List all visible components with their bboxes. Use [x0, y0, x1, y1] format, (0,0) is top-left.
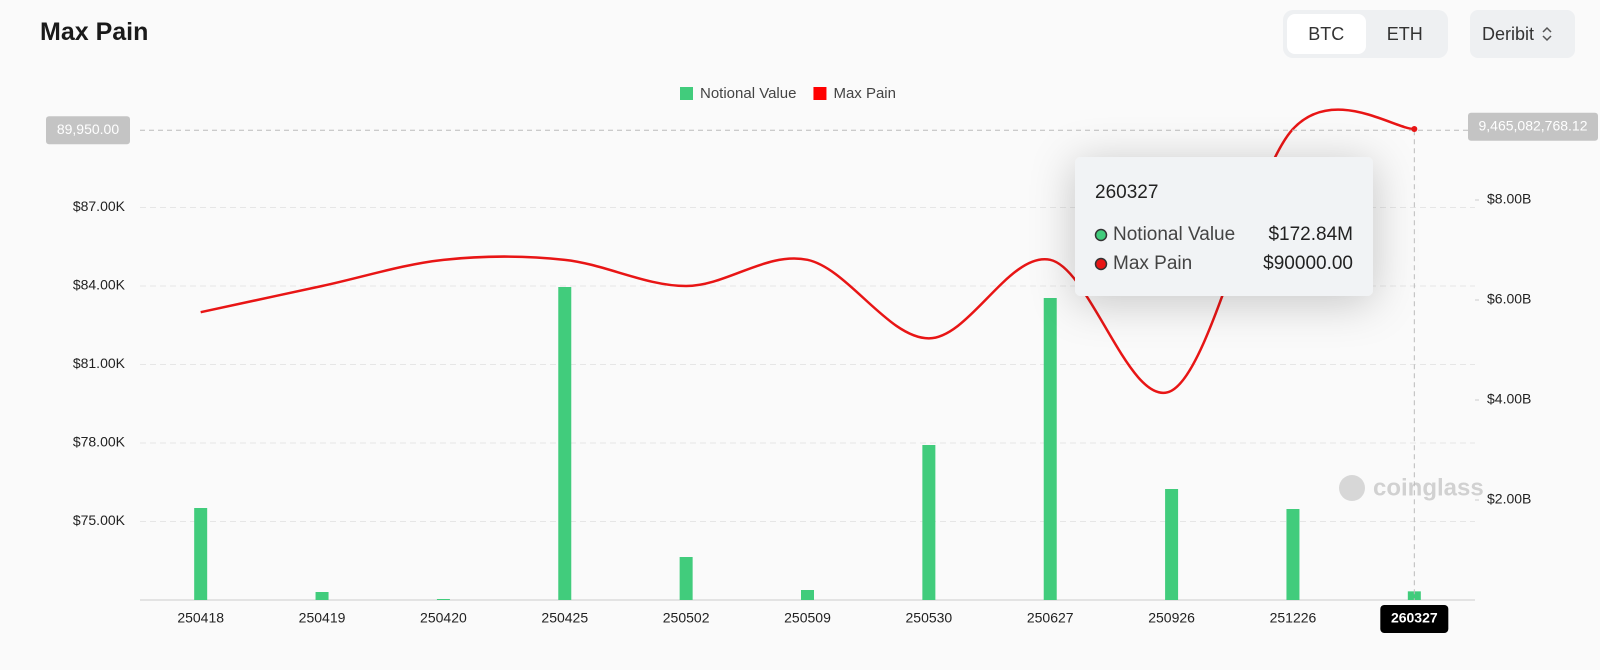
crosshair-y2-label: 9,465,082,768.12: [1479, 117, 1588, 133]
crosshair-y-box: [46, 116, 130, 145]
y-tick-label: $75.00K: [73, 512, 126, 528]
tooltip-box: [1075, 157, 1373, 296]
x-tick-label: 250418: [177, 610, 224, 626]
bar: [679, 557, 693, 600]
bar: [315, 592, 329, 600]
tooltip-value: $172.84M: [1268, 224, 1353, 245]
y-tick-label: $84.00K: [73, 277, 126, 293]
x-label-highlight: [1380, 605, 1449, 633]
bar: [922, 445, 936, 600]
bar: [1286, 509, 1300, 600]
watermark-text: coinglass: [1373, 474, 1484, 501]
crosshair-y2-box: [1468, 112, 1598, 141]
y-tick-label: $78.00K: [73, 434, 126, 450]
tooltip-dot: [1094, 257, 1108, 271]
y-tick-label: $81.00K: [73, 355, 126, 371]
active-point: [1411, 126, 1418, 132]
tooltip: 260327 Notional Value $172.84M Max Pain $900…: [1075, 157, 1373, 296]
x-tick-label: 250627: [1027, 610, 1074, 626]
bar: [558, 287, 572, 600]
x-tick-label: 250502: [663, 610, 710, 626]
x-tick-label: 250530: [906, 610, 953, 626]
exchange-select[interactable]: Deribit: [1470, 10, 1575, 58]
y2-tick-label: $6.00B: [1487, 291, 1531, 307]
legend-swatch: [813, 87, 827, 100]
bar: [194, 508, 208, 600]
x-tick-label: 250419: [299, 610, 346, 626]
crosshair-y-label: 89,950.00: [57, 121, 119, 137]
bar: [1407, 591, 1421, 600]
bar: [1165, 489, 1179, 600]
x-tick-label: 250420: [420, 610, 467, 626]
coin-tabs: BTC ETH: [1283, 10, 1448, 58]
x-tick-label: 250509: [784, 610, 831, 626]
tooltip-dot: [1094, 228, 1108, 242]
exchange-label: Deribit: [1482, 23, 1535, 44]
x-tick-label: 260327: [1391, 610, 1438, 626]
tooltip-title: 260327: [1095, 182, 1158, 203]
page-title: Max Pain: [40, 18, 149, 46]
bar: [436, 599, 450, 600]
x-tick-label: 250926: [1148, 610, 1195, 626]
y2-tick-label: $4.00B: [1487, 391, 1531, 407]
select-icon: [1542, 26, 1552, 42]
x-tick-label: 251226: [1270, 610, 1317, 626]
tab[interactable]: BTC: [1287, 14, 1366, 54]
x-tick-label: 250425: [541, 610, 588, 626]
watermark-icon: [1339, 475, 1365, 501]
watermark: coinglass: [1339, 474, 1484, 501]
tooltip-value: $90000.00: [1263, 253, 1353, 274]
legend-label: Max Pain: [833, 85, 896, 102]
tooltip-label: Notional Value: [1113, 224, 1235, 245]
bar: [1043, 298, 1057, 600]
bar: [801, 590, 814, 600]
y2-tick-label: $2.00B: [1487, 491, 1531, 507]
legend-swatch: [680, 87, 693, 100]
legend-label: Notional Value: [700, 85, 796, 102]
tooltip-label: Max Pain: [1113, 253, 1192, 274]
line: [200, 108, 1415, 395]
tab[interactable]: ETH: [1386, 24, 1423, 44]
y-tick-label: $87.00K: [73, 198, 126, 214]
y2-tick-label: $8.00B: [1487, 191, 1531, 207]
